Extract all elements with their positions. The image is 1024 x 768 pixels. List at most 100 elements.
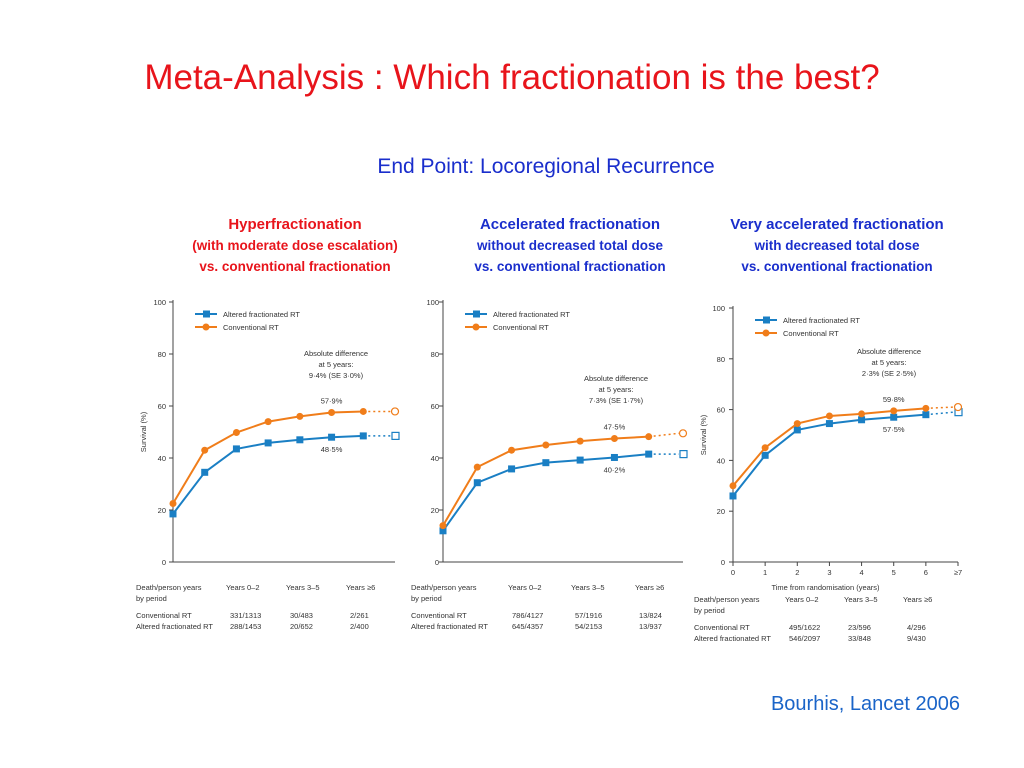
data-point-circle	[761, 444, 769, 452]
data-point-square	[761, 451, 769, 459]
table-header-period: Years 3–5	[286, 583, 320, 592]
series-extension-line	[925, 411, 955, 416]
data-point-square	[359, 432, 367, 440]
annotation-text: 2·3% (SE 2·5%)	[862, 369, 917, 378]
y-tick-label: 40	[431, 454, 439, 463]
slide-subtitle: End Point: Locoregional Recurrence	[377, 155, 715, 178]
table-row-label: Conventional RT	[694, 623, 750, 632]
legend-marker-circle	[472, 323, 480, 331]
data-point-square	[645, 450, 653, 458]
panel-title-line1: Hyperfractionation	[228, 216, 362, 233]
legend-label: Conventional RT	[493, 323, 549, 332]
panel-title-line1: Very accelerated fractionation	[730, 216, 944, 233]
y-tick-label: 40	[158, 454, 166, 463]
panel-title-accelerated: Accelerated fractionation without decrea…	[440, 214, 700, 277]
legend-marker-square	[203, 310, 210, 318]
annotation-text: Absolute difference	[857, 347, 921, 356]
table-cell: 645/4357	[512, 622, 543, 631]
table-header-period: Years ≥6	[903, 595, 932, 604]
data-point-square	[169, 510, 177, 518]
legend-marker-circle	[202, 323, 210, 331]
data-point-square	[858, 416, 866, 424]
y-tick-label: 60	[431, 402, 439, 411]
data-point-square	[328, 433, 336, 441]
citation: Bourhis, Lancet 2006	[770, 693, 960, 715]
data-point-square	[576, 456, 584, 464]
value-label-conventional: 47·5%	[604, 423, 626, 432]
end-marker-circle	[390, 407, 400, 416]
table-cell: 9/430	[907, 634, 926, 643]
table-row-label: Altered fractionated RT	[411, 622, 488, 631]
x-tick-label: 4	[859, 568, 863, 577]
data-point-square	[542, 459, 550, 467]
annotation-text: at 5 years:	[871, 358, 906, 367]
table-cell: 30/483	[290, 611, 313, 620]
panel-title-line3: vs. conventional fractionation	[741, 259, 933, 274]
data-point-circle	[169, 500, 177, 507]
legend-marker-square	[763, 316, 770, 324]
series-extension-line	[648, 432, 680, 438]
y-tick-label: 0	[435, 558, 439, 567]
table-header-label: by period	[411, 594, 442, 603]
legend-label: Altered fractionated RT	[493, 310, 570, 319]
data-point-square	[729, 492, 737, 500]
data-point-circle	[922, 404, 930, 412]
legend-marker-circle	[762, 329, 770, 337]
table-header-period: Years 0–2	[785, 595, 819, 604]
data-point-circle	[729, 482, 737, 490]
legend-label: Conventional RT	[783, 329, 839, 338]
data-point-circle	[610, 435, 618, 442]
table-cell: 495/1622	[789, 623, 820, 632]
data-point-square	[922, 411, 930, 419]
table-row-label: Altered fractionated RT	[694, 634, 771, 643]
annotation-text: Absolute difference	[304, 349, 368, 358]
panel-title-line2: without decreased total dose	[476, 238, 664, 253]
data-point-square	[201, 468, 209, 476]
data-point-square	[232, 445, 240, 453]
annotation-text: Absolute difference	[584, 374, 648, 383]
data-point-square	[296, 436, 304, 444]
table-cell: 33/848	[848, 634, 871, 643]
y-tick-label: 80	[717, 355, 725, 364]
x-tick-label: 6	[924, 568, 928, 577]
data-point-circle	[508, 446, 516, 454]
x-tick-label: 2	[795, 568, 799, 577]
panel-title-line2: with decreased total dose	[754, 238, 920, 253]
data-point-circle	[858, 410, 866, 418]
table-cell: 57/1916	[575, 611, 602, 620]
value-label-conventional: 57·9%	[321, 397, 343, 406]
x-tick-label: ≥7	[954, 568, 962, 577]
table-cell: 13/937	[639, 622, 662, 631]
series-extension-line	[925, 406, 955, 410]
value-label-altered: 57·5%	[883, 425, 905, 434]
data-point-circle	[825, 412, 833, 420]
y-tick-label: 80	[158, 350, 166, 359]
data-point-square	[508, 465, 516, 473]
table-cell: 786/4127	[512, 611, 543, 620]
data-point-circle	[542, 441, 550, 449]
data-point-circle	[439, 522, 447, 530]
table-header-period: Years 0–2	[508, 583, 542, 592]
annotation-text: at 5 years:	[598, 385, 633, 394]
value-label-altered: 40·2%	[604, 465, 626, 474]
y-tick-label: 20	[717, 507, 725, 516]
chart-hyperfractionation: 0 20 40 60 80 100 Survival (%) Altered fraction…	[136, 298, 400, 631]
y-tick-label: 60	[717, 406, 725, 415]
data-point-square	[890, 413, 898, 421]
data-point-circle	[645, 433, 653, 441]
y-tick-label: 60	[158, 402, 166, 411]
annotation-text: at 5 years:	[318, 360, 353, 369]
annotation-text: 9·4% (SE 3·0%)	[309, 371, 364, 380]
legend-label: Altered fractionated RT	[783, 316, 860, 325]
data-point-square	[825, 420, 833, 428]
panel-title-line2: (with moderate dose escalation)	[192, 238, 398, 253]
value-label-altered: 48·5%	[321, 445, 343, 454]
data-point-circle	[264, 418, 272, 426]
data-point-square	[439, 527, 447, 535]
end-marker-circle	[678, 429, 688, 438]
chart-very-accelerated: 0 20 40 60 80 100 Survival (%) 0 1 2 3 4 5 6 ≥7 Time fr…	[694, 304, 963, 643]
y-tick-label: 80	[431, 350, 439, 359]
table-header-label: Death/person years	[694, 595, 760, 604]
table-cell: 2/261	[350, 611, 369, 620]
value-label-conventional: 59·8%	[883, 395, 905, 404]
